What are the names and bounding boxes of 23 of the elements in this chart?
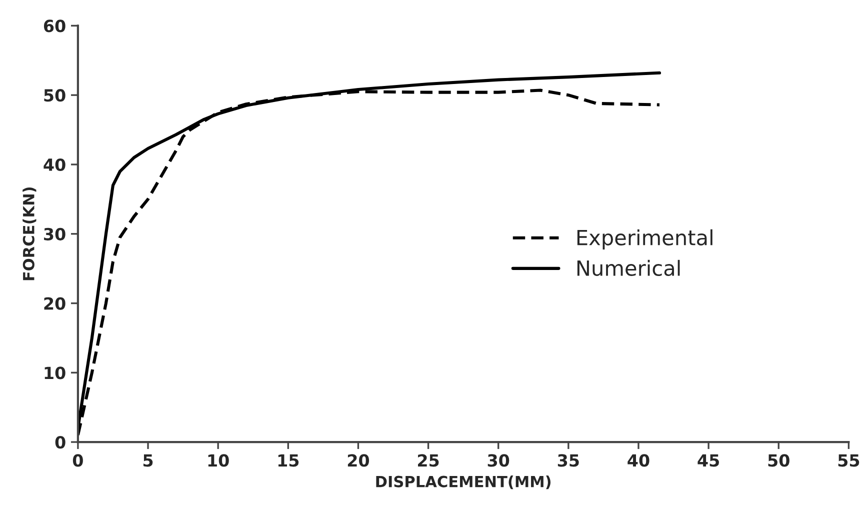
x-tick-label: 25	[418, 454, 439, 467]
x-tick-label: 20	[348, 454, 370, 467]
y-tick-label: 50	[44, 89, 66, 102]
x-tick-label: 40	[628, 454, 650, 467]
y-tick-label: 20	[44, 297, 66, 310]
legend-label: Numerical	[577, 260, 680, 276]
x-tick-label: 10	[208, 454, 229, 467]
y-tick-label: 30	[44, 228, 66, 240]
x-tick-label: 35	[558, 454, 579, 467]
y-tick-label: 40	[44, 158, 66, 172]
x-axis-title: DISPLACEMENT(MM)	[376, 476, 550, 490]
x-tick-label: 45	[698, 454, 719, 467]
x-tick-label: 30	[488, 454, 510, 467]
y-tick-label: 10	[44, 366, 66, 380]
y-tick-label: 60	[44, 20, 66, 32]
y-tick-label: 0	[55, 436, 66, 449]
y-axis-title: FORCE(KN)	[22, 187, 36, 280]
x-tick-label: 50	[768, 454, 790, 467]
x-tick-label: 15	[278, 454, 299, 467]
x-tick-label: 55	[838, 454, 860, 467]
x-tick-label: 0	[72, 454, 83, 467]
legend-label: Experimental	[577, 229, 712, 250]
x-tick-label: 5	[143, 454, 153, 467]
